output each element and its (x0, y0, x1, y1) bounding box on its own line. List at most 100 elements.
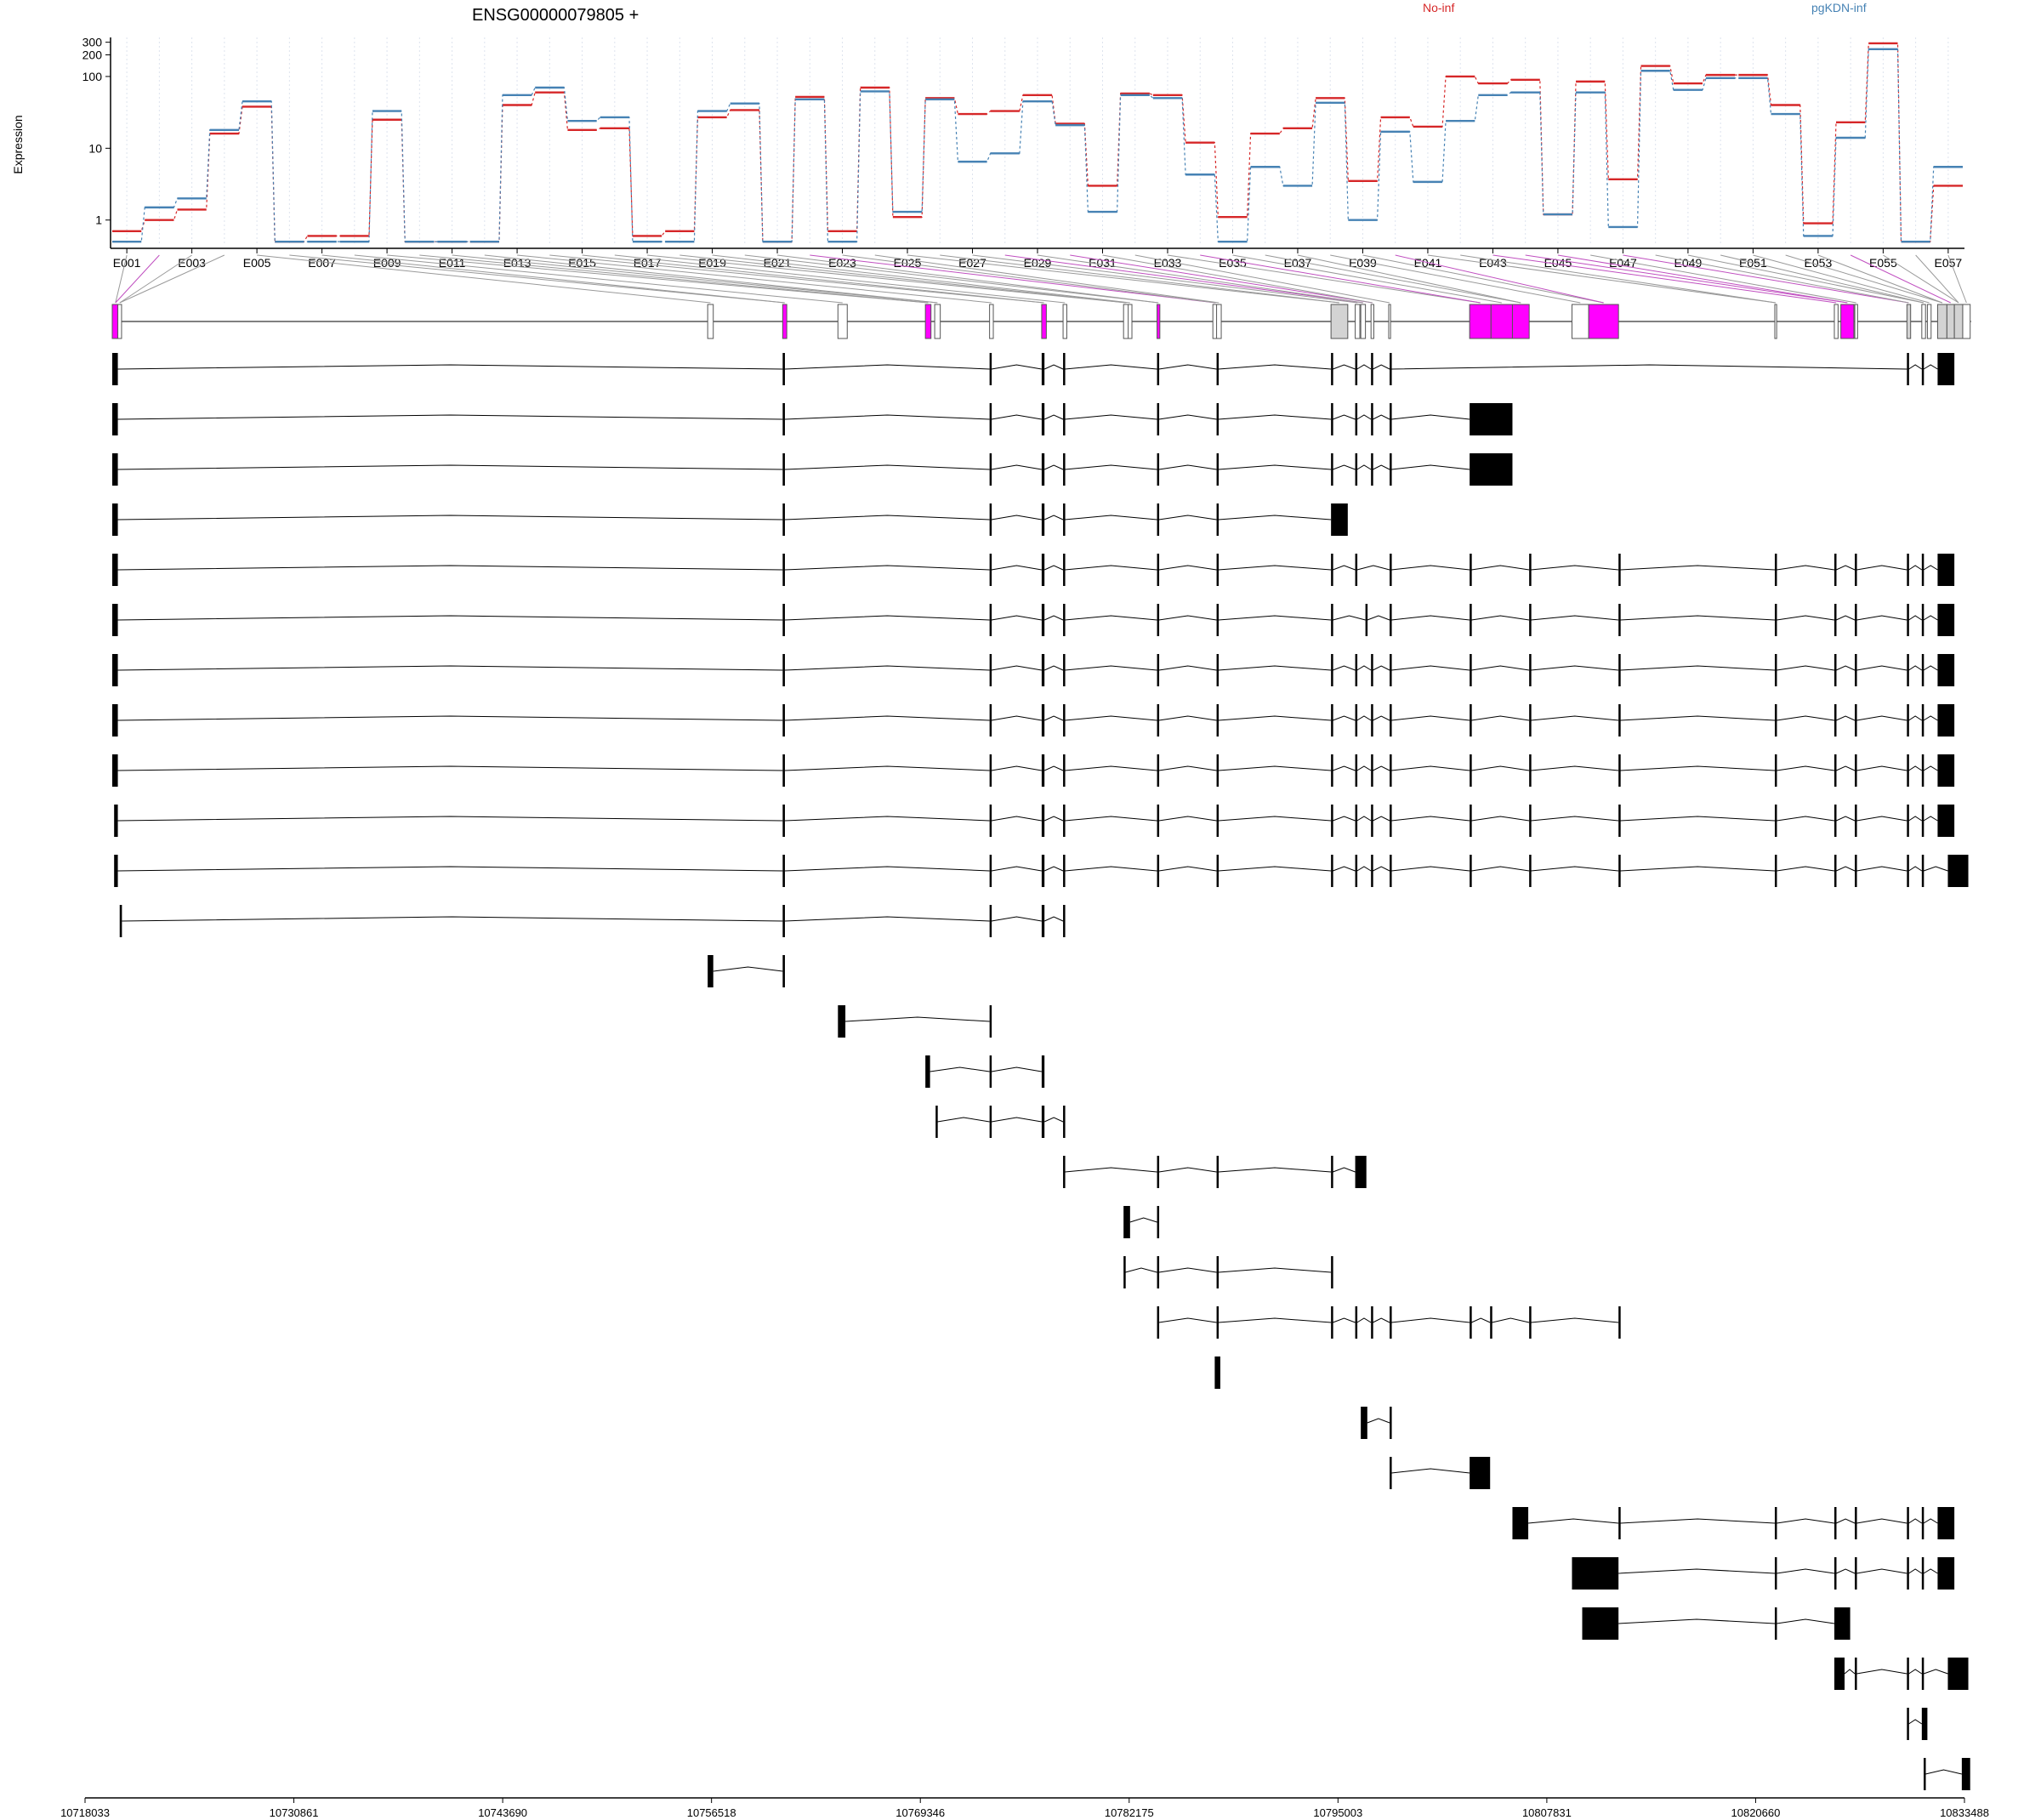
transcript-exon (708, 955, 713, 987)
transcript-exon (838, 1005, 846, 1038)
transcript-exon (925, 1055, 930, 1088)
transcript-exon (1365, 604, 1368, 636)
transcript-intron (991, 464, 1042, 470)
transcript-intron (1777, 665, 1835, 671)
transcript-intron (1356, 866, 1372, 872)
transcript-intron (1620, 816, 1776, 822)
transcript-intron (1531, 565, 1619, 571)
exon-connector (1232, 254, 1502, 304)
coord-label: 10782175 (1105, 1806, 1154, 1819)
coord-label: 10743690 (478, 1806, 527, 1819)
transcript-intron (1531, 615, 1619, 621)
transcript-exon (1063, 554, 1066, 586)
transcript-intron (1835, 715, 1856, 721)
transcript-exon (1937, 353, 1955, 385)
transcript-exon (1063, 1106, 1066, 1138)
transcript-exon (112, 453, 118, 486)
exon-connector (810, 254, 1216, 304)
transcript-exon (1470, 403, 1513, 435)
transcript-intron (991, 615, 1042, 621)
transcript-exon (1833, 1658, 1845, 1690)
transcript-intron (1620, 665, 1776, 671)
transcript-exon (1618, 604, 1621, 636)
transcript-exon (1937, 754, 1955, 787)
exon-connector (1200, 254, 1481, 304)
transcript-intron (1492, 1317, 1530, 1323)
transcript-intron (1218, 414, 1332, 420)
transcript-exon (1618, 704, 1621, 737)
transcript-intron (1835, 1568, 1856, 1574)
exon-connector (1655, 254, 1909, 304)
gene-model-exon (1128, 304, 1133, 339)
transcript-intron (1856, 1669, 1907, 1675)
transcript-intron (784, 565, 990, 571)
transcript-exon (1921, 704, 1924, 737)
transcript-intron (1856, 765, 1907, 771)
transcript-exon (1947, 1658, 1969, 1690)
transcript-intron (784, 464, 990, 470)
exon-label: E011 (439, 256, 466, 270)
transcript-intron (1218, 464, 1332, 470)
transcript-exon (1855, 604, 1857, 636)
gene-model-exon (1360, 304, 1367, 339)
transcript-intron (1923, 665, 1938, 671)
transcript-exon (1331, 403, 1333, 435)
exon-connector (1395, 254, 1604, 304)
series-1-line (112, 48, 1963, 242)
transcript-exon (1774, 1557, 1777, 1590)
exon-connector (1297, 254, 1521, 304)
transcript-intron (1333, 615, 1366, 621)
transcript-intron (1777, 1568, 1835, 1574)
transcript-exon (1216, 503, 1219, 536)
transcript-exon (1331, 453, 1333, 486)
transcript-intron (1373, 414, 1390, 420)
transcript-intron (117, 866, 783, 872)
transcript-intron (1333, 464, 1356, 470)
transcript-intron (991, 715, 1042, 721)
exon-label: E055 (1869, 256, 1897, 270)
transcript-exon (1529, 604, 1532, 636)
transcript-intron (1835, 665, 1856, 671)
transcript-exon (1041, 453, 1045, 486)
transcript-intron (1065, 565, 1157, 571)
transcript-exon (1937, 704, 1955, 737)
gene-model-exon (782, 304, 787, 339)
transcript-intron (1391, 866, 1470, 872)
transcript-intron (1065, 665, 1157, 671)
transcript-intron (784, 765, 990, 771)
transcript-intron (930, 1066, 990, 1072)
transcript-intron (117, 765, 783, 771)
transcript-exon (1331, 1306, 1333, 1339)
transcript-intron (1856, 1568, 1907, 1574)
exon-connector (1460, 254, 1777, 304)
transcript-exon (112, 704, 118, 737)
transcript-exon (1470, 1306, 1472, 1339)
transcript-intron (1777, 715, 1835, 721)
exon-connector (517, 254, 992, 304)
transcript-exon (1774, 805, 1777, 837)
transcript-intron (1356, 364, 1372, 370)
transcript-intron (1367, 615, 1390, 621)
transcript-exon (782, 503, 785, 536)
transcript-exon (989, 654, 992, 686)
transcript-intron (1043, 665, 1064, 671)
transcript-exon (1157, 453, 1160, 486)
gene-model-exon (1469, 304, 1492, 339)
transcript-intron (1356, 816, 1372, 822)
transcript-intron (1356, 414, 1372, 420)
transcript-intron (1856, 615, 1907, 621)
transcript-exon (1907, 754, 1909, 787)
transcript-intron (1356, 765, 1372, 771)
exon-connector (1070, 254, 1373, 304)
transcript-exon (1157, 805, 1160, 837)
gene-model-exon (707, 304, 714, 339)
transcript-intron (1043, 1117, 1064, 1123)
transcript-exon (1529, 805, 1532, 837)
transcript-exon (1355, 353, 1358, 385)
transcript-exon (1157, 1306, 1160, 1339)
transcript-exon (1961, 1758, 1970, 1790)
transcript-intron (1923, 1518, 1938, 1524)
transcript-intron (1218, 364, 1332, 370)
transcript-intron (1908, 1568, 1923, 1574)
exon-connector (452, 254, 938, 304)
